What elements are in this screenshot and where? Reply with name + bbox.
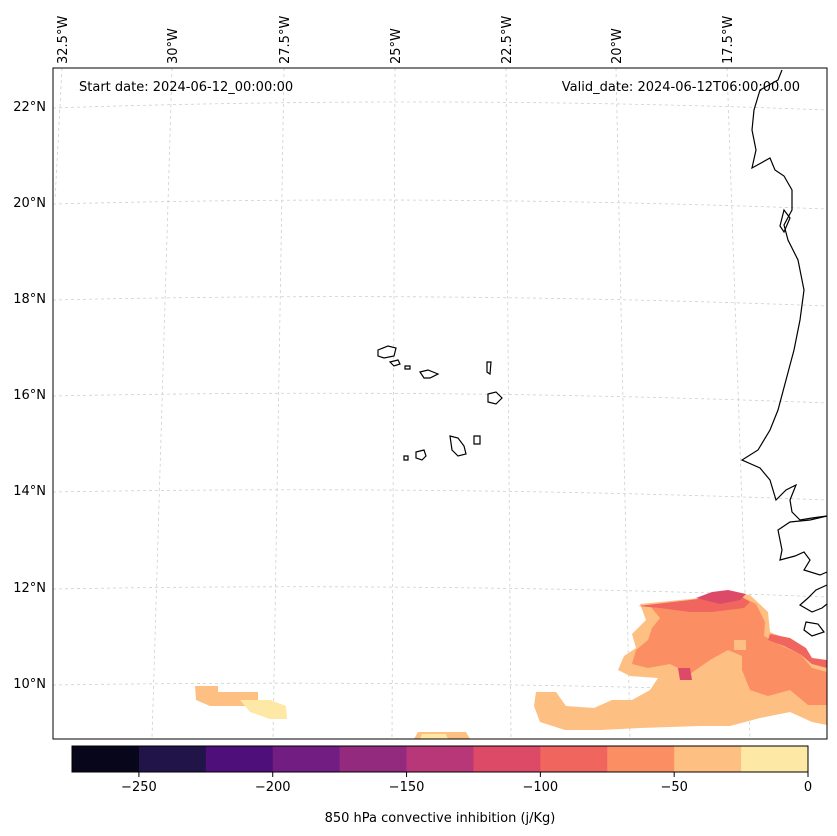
gridline-20w (615, 67, 631, 740)
colorbar-swatch (540, 746, 608, 772)
cape-verde-islands (377, 345, 503, 461)
colorbar-tick-label: −100 (523, 780, 559, 795)
colorbar-swatch (674, 746, 742, 772)
cin-contours (195, 590, 827, 739)
latitude-labels: 22°N 20°N 18°N 16°N 14°N 12°N 10°N (13, 100, 46, 692)
gridline-25w (391, 67, 396, 740)
colorbar-swatches (72, 746, 809, 772)
gridline-14n (52, 489, 828, 501)
island-brava (403, 455, 409, 461)
lat-label-10n: 10°N (13, 677, 46, 692)
lon-label-25w: 25°W (389, 28, 404, 64)
lat-label-22n: 22°N (13, 100, 46, 115)
gridline-12n (52, 586, 828, 598)
colorbar-swatch (272, 746, 341, 772)
guinea-bissau-coast (798, 584, 828, 613)
colorbar: −250 −200 −150 −100 −50 0 850 hPa convective … (71, 745, 812, 826)
gridline-10n (52, 682, 828, 694)
bijagos-islands (803, 621, 825, 637)
cin-region-west-light (240, 700, 287, 719)
lon-label-20w: 20°W (610, 28, 625, 64)
cin-region-east-inner-light (734, 640, 746, 650)
island-santo-antao (377, 345, 397, 359)
colorbar-swatch (205, 746, 274, 772)
colorbar-swatch (741, 746, 809, 772)
cin-region-east-rim (768, 634, 827, 668)
island-maio (473, 435, 481, 445)
lon-label-32-5w: 32.5°W (56, 16, 71, 64)
gridline-16n (52, 392, 828, 404)
island-santa-luzia (404, 365, 411, 370)
cin-region-south-strip-light (420, 734, 448, 739)
colorbar-frame (71, 745, 809, 773)
colorbar-label: 850 hPa convective inhibition (j/Kg) (325, 811, 556, 826)
gridline-32-5w (54, 67, 63, 201)
colorbar-swatch (72, 746, 140, 772)
coastlines (740, 69, 828, 637)
lon-label-27-5w: 27.5°W (278, 16, 293, 64)
lat-label-20n: 20°N (13, 196, 46, 211)
island-sao-vicente (388, 359, 401, 367)
colorbar-tick-label: −50 (660, 780, 687, 795)
gridline-30w (151, 67, 173, 740)
senegal-gambia-coast (777, 515, 828, 576)
lon-label-17-5w: 17.5°W (721, 16, 736, 64)
colorbar-swatch (406, 746, 474, 772)
colorbar-swatch (339, 746, 408, 772)
map-frame (52, 67, 828, 740)
cin-region-east-spot (678, 668, 692, 680)
start-date-label: Start date: 2024-06-12_00:00:00 (79, 80, 293, 95)
colorbar-tick-label: 0 (804, 780, 812, 795)
lat-label-16n: 16°N (13, 388, 46, 403)
colorbar-tick-label: −150 (389, 780, 425, 795)
island-fogo (415, 449, 427, 461)
gridline-20n (52, 199, 828, 210)
cin-region-east-mid (632, 596, 827, 705)
island-sal (486, 361, 492, 376)
colorbar-tick-label: −200 (255, 780, 291, 795)
colorbar-swatch (138, 746, 207, 772)
valid-date-label: Valid_date: 2024-06-12T06:00:00.00 (562, 80, 800, 95)
map-panel: Start date: 2024-06-12_00:00:00 Valid_da… (52, 67, 828, 740)
lon-label-22-5w: 22.5°W (500, 16, 515, 64)
lon-label-30w: 30°W (166, 28, 181, 64)
gridline-22-5w (505, 67, 512, 740)
colorbar-swatch (607, 746, 675, 772)
island-boa-vista (487, 391, 503, 405)
african-coastline (740, 69, 828, 521)
longitude-labels: 32.5°W 30°W 27.5°W 25°W 22.5°W 20°W 17.5… (56, 16, 736, 64)
island-sao-nicolau (419, 369, 440, 379)
gridline-18n (52, 296, 828, 307)
island-santiago (449, 435, 467, 457)
gridline-27-5w (272, 67, 285, 740)
colorbar-tick-label: −250 (121, 780, 157, 795)
west-african-islets (779, 208, 791, 234)
lat-label-18n: 18°N (13, 292, 46, 307)
colorbar-swatch (473, 746, 541, 772)
gridline-22n (52, 101, 828, 111)
cin-region-east-core (696, 590, 746, 604)
colorbar-ticks: −250 −200 −150 −100 −50 0 (121, 772, 812, 795)
lat-label-12n: 12°N (13, 581, 46, 596)
lat-label-14n: 14°N (13, 484, 46, 499)
